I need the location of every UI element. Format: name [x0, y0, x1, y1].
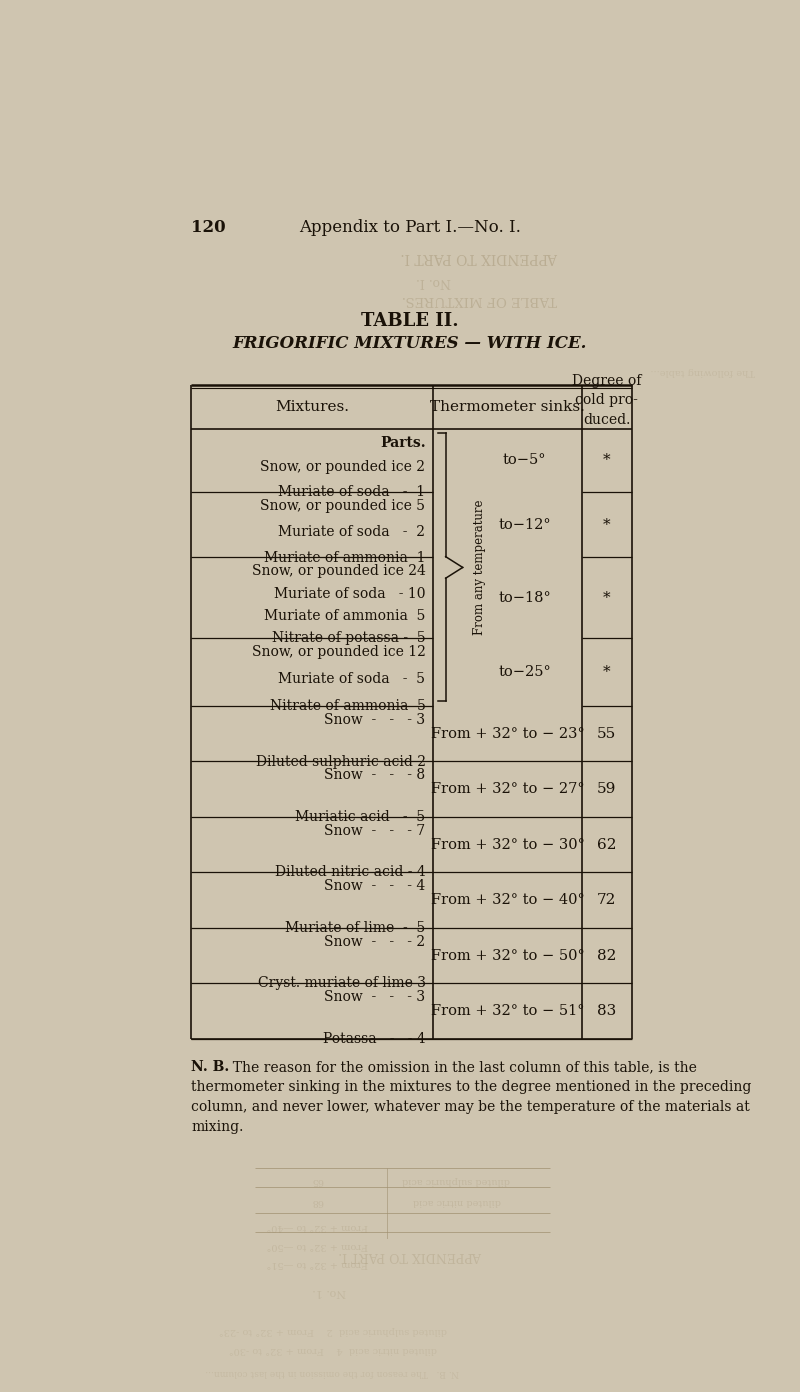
Text: FRIGORIFIC MIXTURES — WITH ICE.: FRIGORIFIC MIXTURES — WITH ICE. — [233, 335, 587, 352]
Text: to−12°: to−12° — [498, 518, 551, 532]
Text: Snow, or pounded ice 5: Snow, or pounded ice 5 — [261, 498, 426, 512]
Text: The reason for the omission in the last column of this table, is the: The reason for the omission in the last … — [224, 1061, 697, 1075]
Text: Appendix to Part I.—No. I.: Appendix to Part I.—No. I. — [299, 220, 521, 237]
Text: From + 32° to − 23°: From + 32° to − 23° — [430, 727, 585, 741]
Text: 59: 59 — [597, 782, 617, 796]
Text: Parts.: Parts. — [380, 436, 426, 450]
Text: Diluted nitric acid - 4: Diluted nitric acid - 4 — [274, 866, 426, 880]
Text: 55: 55 — [598, 727, 617, 741]
Text: Snow  -   -   - 4: Snow - - - 4 — [324, 880, 426, 894]
Text: From + 32° to − 40°: From + 32° to − 40° — [430, 894, 585, 908]
Text: 65: 65 — [311, 1176, 323, 1185]
Text: Nitrate of ammonia  5: Nitrate of ammonia 5 — [270, 699, 426, 713]
Text: to−5°: to−5° — [503, 454, 546, 468]
Text: TABLE OF MIXTURES.: TABLE OF MIXTURES. — [402, 292, 558, 306]
Text: Muriate of soda   -  1: Muriate of soda - 1 — [278, 484, 426, 500]
Text: Mixtures.: Mixtures. — [275, 400, 350, 413]
Text: Degree of
cold pro-
duced.: Degree of cold pro- duced. — [572, 374, 642, 427]
Text: From + 32° to —40°: From + 32° to —40° — [266, 1222, 368, 1231]
Text: No. I.: No. I. — [416, 274, 450, 288]
Text: 120: 120 — [191, 220, 226, 237]
Text: From + 32° to − 30°: From + 32° to − 30° — [430, 838, 585, 852]
Text: Snow  -   -   - 2: Snow - - - 2 — [324, 935, 426, 949]
Text: thermometer sinking in the mixtures to the degree mentioned in the preceding: thermometer sinking in the mixtures to t… — [191, 1080, 752, 1094]
Text: 83: 83 — [598, 1004, 617, 1018]
Text: From any temperature: From any temperature — [474, 500, 486, 635]
Text: Snow, or pounded ice 2: Snow, or pounded ice 2 — [261, 461, 426, 475]
Text: Muriate of soda   - 10: Muriate of soda - 10 — [274, 586, 426, 601]
Text: column, and never lower, whatever may be the temperature of the materials at: column, and never lower, whatever may be… — [191, 1100, 750, 1114]
Text: diluted sulphuric acid  2    From + 32° to -23°: diluted sulphuric acid 2 From + 32° to -… — [218, 1327, 446, 1335]
Text: diluted nitric acid  4    From + 32° to -30°: diluted nitric acid 4 From + 32° to -30° — [229, 1345, 437, 1354]
Text: Muriate of soda   -  2: Muriate of soda - 2 — [278, 525, 426, 539]
Text: Cryst. muriate of lime 3: Cryst. muriate of lime 3 — [258, 976, 426, 990]
Text: The following table...: The following table... — [650, 367, 755, 376]
Text: Muriate of lime  -  5: Muriate of lime - 5 — [286, 922, 426, 935]
Text: Muriate of ammonia  5: Muriate of ammonia 5 — [264, 610, 426, 624]
Text: Muriate of soda   -  5: Muriate of soda - 5 — [278, 672, 426, 686]
Text: From + 32° to − 51°: From + 32° to − 51° — [431, 1004, 585, 1018]
Text: Nitrate of potassa -  5: Nitrate of potassa - 5 — [272, 632, 426, 646]
Text: Snow  -   -   - 8: Snow - - - 8 — [324, 768, 426, 782]
Text: Muriatic acid   -  5: Muriatic acid - 5 — [295, 810, 426, 824]
Text: 82: 82 — [597, 948, 617, 962]
Text: *: * — [603, 518, 610, 532]
Text: to−25°: to−25° — [498, 665, 551, 679]
Text: 72: 72 — [597, 894, 617, 908]
Text: *: * — [603, 590, 610, 606]
Text: Diluted sulphuric acid 2: Diluted sulphuric acid 2 — [255, 754, 426, 768]
Text: From + 32° to —50°: From + 32° to —50° — [266, 1242, 368, 1250]
Text: Snow, or pounded ice 12: Snow, or pounded ice 12 — [252, 646, 426, 660]
Text: 68: 68 — [311, 1197, 323, 1207]
Text: diluted nitric acid: diluted nitric acid — [413, 1197, 501, 1207]
Text: From + 32° to − 50°: From + 32° to − 50° — [430, 948, 585, 962]
Text: APPENDIX TO PART I.: APPENDIX TO PART I. — [401, 251, 558, 264]
Text: 62: 62 — [597, 838, 617, 852]
Text: *: * — [603, 665, 610, 679]
Text: Muriate of ammonia  1: Muriate of ammonia 1 — [264, 550, 426, 565]
Text: Thermometer sinks.: Thermometer sinks. — [430, 400, 585, 413]
Text: diluted sulphuric acid: diluted sulphuric acid — [402, 1176, 510, 1185]
Text: Snow  -   -   - 3: Snow - - - 3 — [324, 713, 426, 727]
Text: N. B.   The reason for the omission in the last column...: N. B. The reason for the omission in the… — [206, 1368, 459, 1377]
Text: TABLE II.: TABLE II. — [361, 312, 459, 330]
Text: From + 32° to —51°: From + 32° to —51° — [266, 1258, 368, 1268]
Text: mixing.: mixing. — [191, 1121, 244, 1134]
Text: From + 32° to − 27°: From + 32° to − 27° — [431, 782, 585, 796]
Text: Potassa   -   - 4: Potassa - - 4 — [323, 1031, 426, 1045]
Text: to−18°: to−18° — [498, 590, 551, 606]
Text: Snow, or pounded ice 24: Snow, or pounded ice 24 — [252, 564, 426, 578]
Text: APPENDIX TO PART I.: APPENDIX TO PART I. — [338, 1249, 482, 1263]
Text: Snow  -   -   - 7: Snow - - - 7 — [324, 824, 426, 838]
Text: Snow  -   -   - 3: Snow - - - 3 — [324, 990, 426, 1004]
Text: N. B.: N. B. — [191, 1061, 230, 1075]
Text: No. 1.: No. 1. — [312, 1288, 346, 1297]
Text: *: * — [603, 454, 610, 468]
